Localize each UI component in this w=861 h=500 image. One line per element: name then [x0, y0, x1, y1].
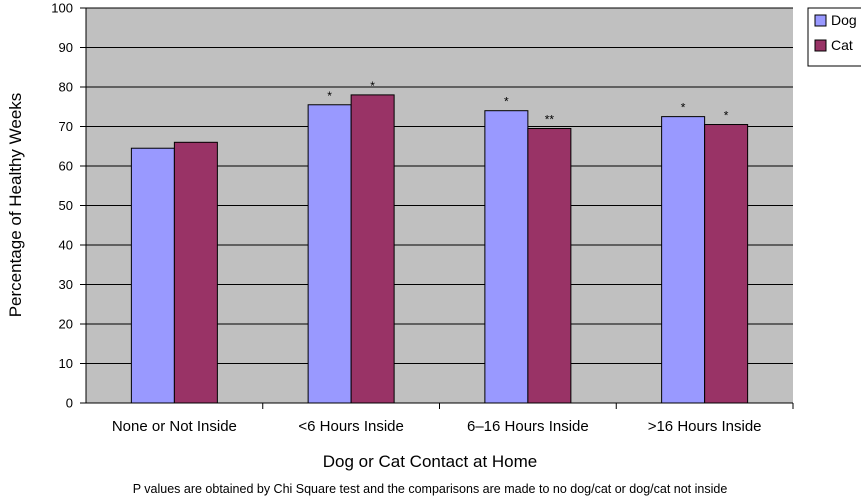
significance-marker: **	[545, 112, 555, 126]
x-tick-label: >16 Hours Inside	[648, 418, 762, 435]
x-axis-label: Dog or Cat Contact at Home	[323, 452, 537, 471]
y-tick-label: 100	[51, 1, 73, 16]
bar-cat	[704, 124, 749, 404]
bar-dog	[661, 116, 706, 404]
y-tick-label: 10	[59, 356, 73, 371]
y-tick-label: 30	[59, 277, 73, 292]
legend: Dog Cat	[807, 7, 861, 67]
significance-markers: *******	[327, 79, 729, 127]
y-tick-label: 0	[66, 396, 73, 411]
legend-label-cat: Cat	[831, 37, 853, 53]
bar-cat	[527, 127, 572, 404]
significance-marker: *	[370, 79, 375, 93]
y-tick-label: 20	[59, 317, 73, 332]
x-tick-label: 6–16 Hours Inside	[467, 418, 589, 435]
significance-marker: *	[327, 89, 332, 103]
legend-swatch-dog	[814, 14, 827, 27]
y-tick-label: 90	[59, 40, 73, 55]
y-tick-label: 50	[59, 198, 73, 213]
y-tick-label: 40	[59, 238, 73, 253]
x-tick-label: <6 Hours Inside	[298, 418, 403, 435]
y-tick-label: 80	[59, 80, 73, 95]
bar-dog	[484, 110, 529, 404]
y-axis-label: Percentage of Healthy Weeks	[6, 93, 25, 318]
bar-cat	[173, 141, 218, 404]
x-tick-label: None or Not Inside	[112, 418, 237, 435]
significance-marker: *	[724, 109, 729, 123]
bar-dog	[130, 147, 175, 404]
significance-marker: *	[504, 95, 509, 109]
axes	[80, 7, 794, 409]
x-tick-labels: None or Not Inside <6 Hours Inside 6–16 Ho…	[112, 418, 762, 435]
significance-marker: *	[681, 101, 686, 115]
y-tick-label: 70	[59, 119, 73, 134]
y-tick-labels: 0 10 20 30 40 50 60 70 80 90 100	[51, 1, 73, 411]
legend-swatch-cat	[814, 39, 827, 52]
y-tick-label: 60	[59, 159, 73, 174]
legend-label-dog: Dog	[831, 12, 857, 28]
bar-dog	[307, 104, 352, 404]
bars	[130, 94, 749, 404]
footnote: P values are obtained by Chi Square test…	[133, 482, 728, 496]
bar-cat	[350, 94, 395, 404]
